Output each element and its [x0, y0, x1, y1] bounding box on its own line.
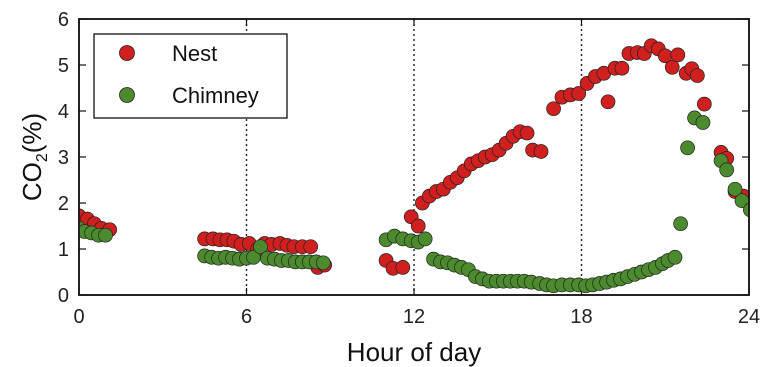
x-tick-label: 6	[241, 306, 252, 328]
y-axis-label-unit: (%)	[17, 113, 47, 153]
nest-data-point	[757, 204, 763, 218]
chimney-data-point	[253, 239, 268, 255]
nest-series-points	[79, 38, 763, 276]
x-tick-label: 0	[73, 306, 84, 328]
nest-data-point	[670, 47, 686, 63]
x-tick-label: 24	[738, 306, 760, 328]
y-tick-label: 0	[58, 285, 69, 307]
y-tick-label: 6	[58, 9, 69, 31]
x-tick-labels: 0 6 12 18 24	[73, 306, 760, 328]
nest-data-point	[410, 218, 426, 234]
y-tick-label: 2	[58, 193, 69, 215]
nest-data-point	[750, 201, 763, 215]
nest-data-point	[696, 96, 712, 112]
y-tick-label: 5	[58, 55, 69, 77]
y-axis-label-subscript: 2	[34, 153, 51, 162]
chimney-data-point	[734, 193, 749, 209]
chimney-data-point	[750, 209, 763, 223]
x-axis-label: Hour of day	[347, 337, 481, 367]
nest-data-point	[395, 260, 411, 275]
chimney-data-point	[673, 216, 688, 232]
plot-frame-overlay	[78, 18, 750, 296]
y-tick-label: 4	[58, 101, 69, 123]
legend-marker-chimney	[119, 87, 135, 103]
chimney-data-point	[98, 227, 113, 243]
legend-marker-nest	[119, 45, 135, 61]
y-axis-label-main: CO	[17, 162, 47, 201]
nest-data-point	[571, 86, 587, 101]
legend: Nest Chimney	[93, 33, 288, 119]
nest-data-point	[600, 94, 616, 110]
plot-area	[78, 18, 763, 296]
nest-data-point	[614, 60, 630, 76]
chimney-data-point	[727, 181, 743, 197]
y-axis-label: CO2(%)	[17, 113, 51, 201]
x-tick-label: 18	[570, 306, 592, 328]
chimney-data-point	[315, 255, 331, 271]
chimney-data-point	[680, 140, 695, 156]
nest-data-point	[519, 125, 535, 141]
nest-data-point	[664, 59, 680, 75]
nest-data-point	[533, 144, 549, 159]
y-tick-labels: 0 1 2 3 4 5 6	[58, 9, 69, 307]
nest-data-point	[303, 239, 319, 255]
chimney-data-point	[743, 202, 749, 218]
chimney-data-point	[757, 212, 763, 226]
chimney-data-point	[695, 115, 711, 130]
nest-data-point	[690, 68, 705, 83]
y-tick-label: 1	[58, 239, 69, 261]
chimney-data-point	[667, 249, 683, 265]
legend-label-nest: Nest	[172, 41, 217, 66]
chimney-data-point	[719, 162, 735, 178]
nest-data-point	[546, 101, 561, 117]
x-tick-label: 12	[403, 306, 425, 328]
chimney-series-points	[79, 110, 763, 294]
chimney-data-point	[417, 231, 433, 247]
legend-label-chimney: Chimney	[172, 83, 259, 108]
y-tick-label: 3	[58, 147, 69, 169]
